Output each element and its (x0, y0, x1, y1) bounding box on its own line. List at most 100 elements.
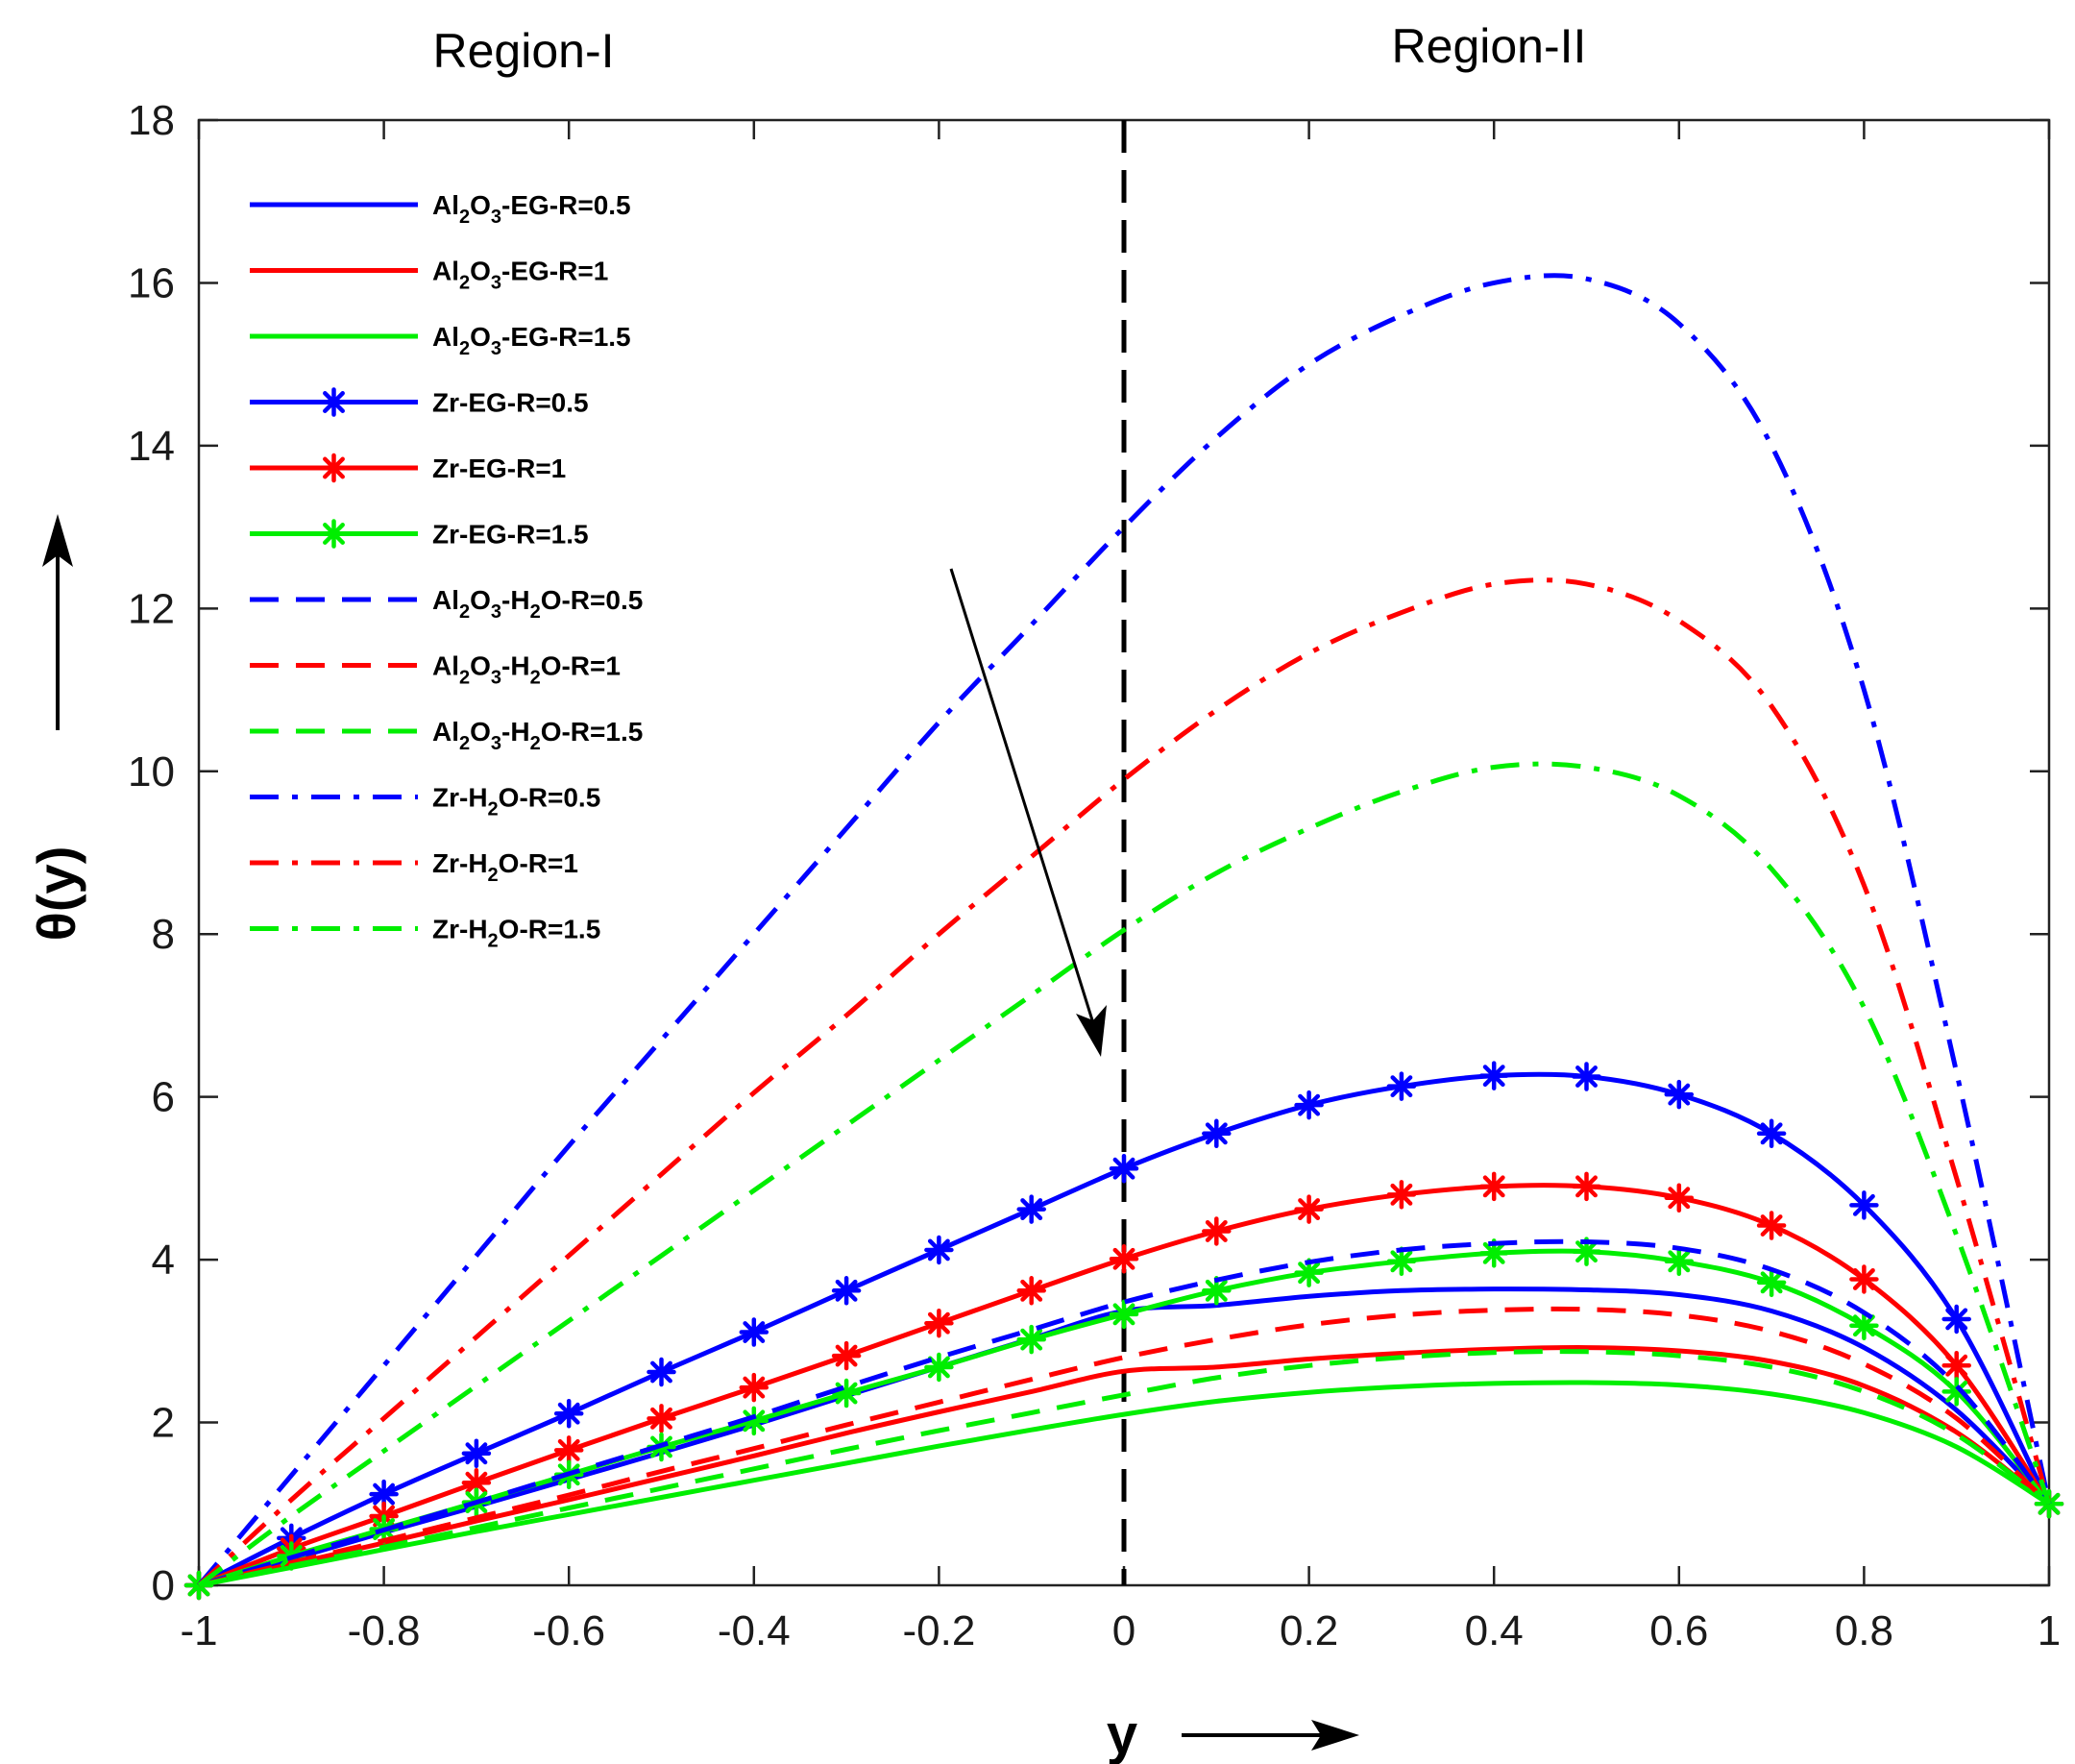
legend: Al2O3-EG-R=0.5 Al2O3-EG-R=1 Al2O3-EG-R=1.5… (250, 190, 643, 952)
x-axis-arrow-icon (1311, 1720, 1359, 1751)
x-tick-label: 1 (2038, 1607, 2061, 1654)
legend-marker-5 (319, 519, 349, 549)
legend-label-10: Zr-H2O-R=1 (432, 848, 578, 886)
legend-label-11: Zr-H2O-R=1.5 (432, 915, 600, 952)
y-tick-label: 16 (128, 259, 175, 306)
y-tick-label: 10 (128, 748, 175, 796)
series-marker (553, 1398, 584, 1429)
series-line-0 (198, 1286, 2051, 1588)
trend-arrow-annotation (949, 568, 1107, 1057)
series-marker (1016, 1324, 1046, 1355)
series-marker (553, 1435, 584, 1465)
series-marker (647, 1404, 676, 1433)
y-tick-label: 12 (128, 585, 175, 632)
series-line-8 (198, 1349, 2051, 1588)
series-marker (647, 1357, 676, 1387)
series-marker (1849, 1190, 1879, 1220)
series-marker (1016, 1276, 1046, 1306)
legend-label-6: Al2O3-H2O-R=0.5 (432, 585, 643, 623)
legend-label-9: Zr-H2O-R=0.5 (432, 783, 600, 821)
y-tick-label: 0 (152, 1562, 175, 1609)
x-axis-label: y (1107, 1703, 1137, 1764)
series-marker (739, 1317, 769, 1347)
series-line-9 (197, 273, 2052, 1587)
legend-marker-4 (319, 453, 349, 483)
series-marker (1849, 1264, 1879, 1294)
x-axis-title: y (1107, 1703, 1359, 1764)
y-tick-label: 6 (152, 1074, 175, 1121)
x-tick-label: -0.4 (718, 1607, 791, 1654)
x-tick-label: -0.2 (902, 1607, 975, 1654)
y-tick-label: 2 (152, 1400, 175, 1447)
series-marker (461, 1438, 492, 1468)
series-line-1 (198, 1345, 2051, 1588)
x-tick-label: 0 (1112, 1607, 1135, 1654)
series-marker (369, 1479, 399, 1509)
x-tick-label: 0.4 (1465, 1607, 1524, 1654)
series-marker (1294, 1258, 1324, 1287)
series-marker (1294, 1194, 1324, 1224)
series-marker (831, 1276, 862, 1306)
series-marker (461, 1468, 492, 1498)
series-marker (1109, 1244, 1139, 1274)
legend-label-1: Al2O3-EG-R=1 (432, 257, 608, 294)
series-line-2 (198, 1380, 2051, 1588)
series-marker (924, 1352, 954, 1383)
series-marker (1386, 1180, 1417, 1210)
series-marker (1109, 1153, 1139, 1184)
x-tick-label: 0.6 (1649, 1607, 1708, 1654)
series-marker (1664, 1079, 1695, 1110)
series-marker (1572, 1062, 1601, 1091)
series-marker (1941, 1351, 1971, 1381)
legend-label-0: Al2O3-EG-R=0.5 (432, 190, 631, 228)
series-marker (831, 1378, 862, 1409)
series-marker (1202, 1216, 1232, 1246)
y-tick-label: 4 (152, 1237, 175, 1284)
series-marker (1756, 1118, 1787, 1149)
series-line-6 (198, 1238, 2051, 1588)
y-axis-arrow-icon (42, 514, 73, 567)
y-axis-title: θ(y) (26, 514, 86, 941)
series-marker (1756, 1211, 1787, 1240)
legend-marker-3 (319, 387, 349, 417)
legend-label-3: Zr-EG-R=0.5 (432, 388, 589, 418)
legend-label-2: Al2O3-EG-R=1.5 (432, 322, 631, 359)
legend-label-4: Zr-EG-R=1 (432, 453, 566, 483)
x-tick-label: 0.2 (1280, 1607, 1338, 1654)
series-marker (1294, 1090, 1324, 1120)
legend-label-7: Al2O3-H2O-R=1 (432, 651, 621, 689)
y-tick-label: 14 (128, 423, 175, 470)
series-marker (1849, 1311, 1879, 1340)
series-marker (1572, 1171, 1601, 1202)
series-marker (1941, 1377, 1971, 1407)
x-tick-label: -1 (180, 1607, 217, 1654)
series-marker (1016, 1194, 1046, 1224)
y-axis-label: θ(y) (26, 846, 86, 942)
y-tick-label: 8 (152, 911, 175, 958)
series-marker (924, 1235, 954, 1265)
x-tick-label: -0.8 (348, 1607, 421, 1654)
series-marker (1664, 1246, 1695, 1277)
legend-label-8: Al2O3-H2O-R=1.5 (432, 717, 643, 754)
series-marker (1386, 1246, 1417, 1277)
series-marker (1478, 1061, 1509, 1090)
region-2-label: Region-II (1392, 19, 1587, 73)
series-marker (739, 1372, 769, 1403)
series-marker (924, 1308, 954, 1338)
legend-label-5: Zr-EG-R=1.5 (432, 520, 589, 550)
series-marker (1202, 1118, 1232, 1149)
region-1-label: Region-I (433, 24, 615, 78)
series-marker (1109, 1299, 1139, 1330)
series-marker (1664, 1183, 1695, 1213)
x-tick-label: 0.8 (1835, 1607, 1893, 1654)
x-tick-label: -0.6 (532, 1607, 605, 1654)
plot-area: -1 -0.8 -0.6 -0.4 -0.2 0 0.2 0.4 0.6 0.8 102468101… (128, 97, 2064, 1654)
series-marker (1756, 1267, 1787, 1298)
series-marker (1941, 1304, 1971, 1335)
y-tick-label: 18 (128, 97, 175, 144)
series-marker (1386, 1071, 1417, 1101)
series-marker (1478, 1171, 1509, 1202)
series-marker (1202, 1276, 1232, 1306)
series-marker (831, 1340, 862, 1371)
